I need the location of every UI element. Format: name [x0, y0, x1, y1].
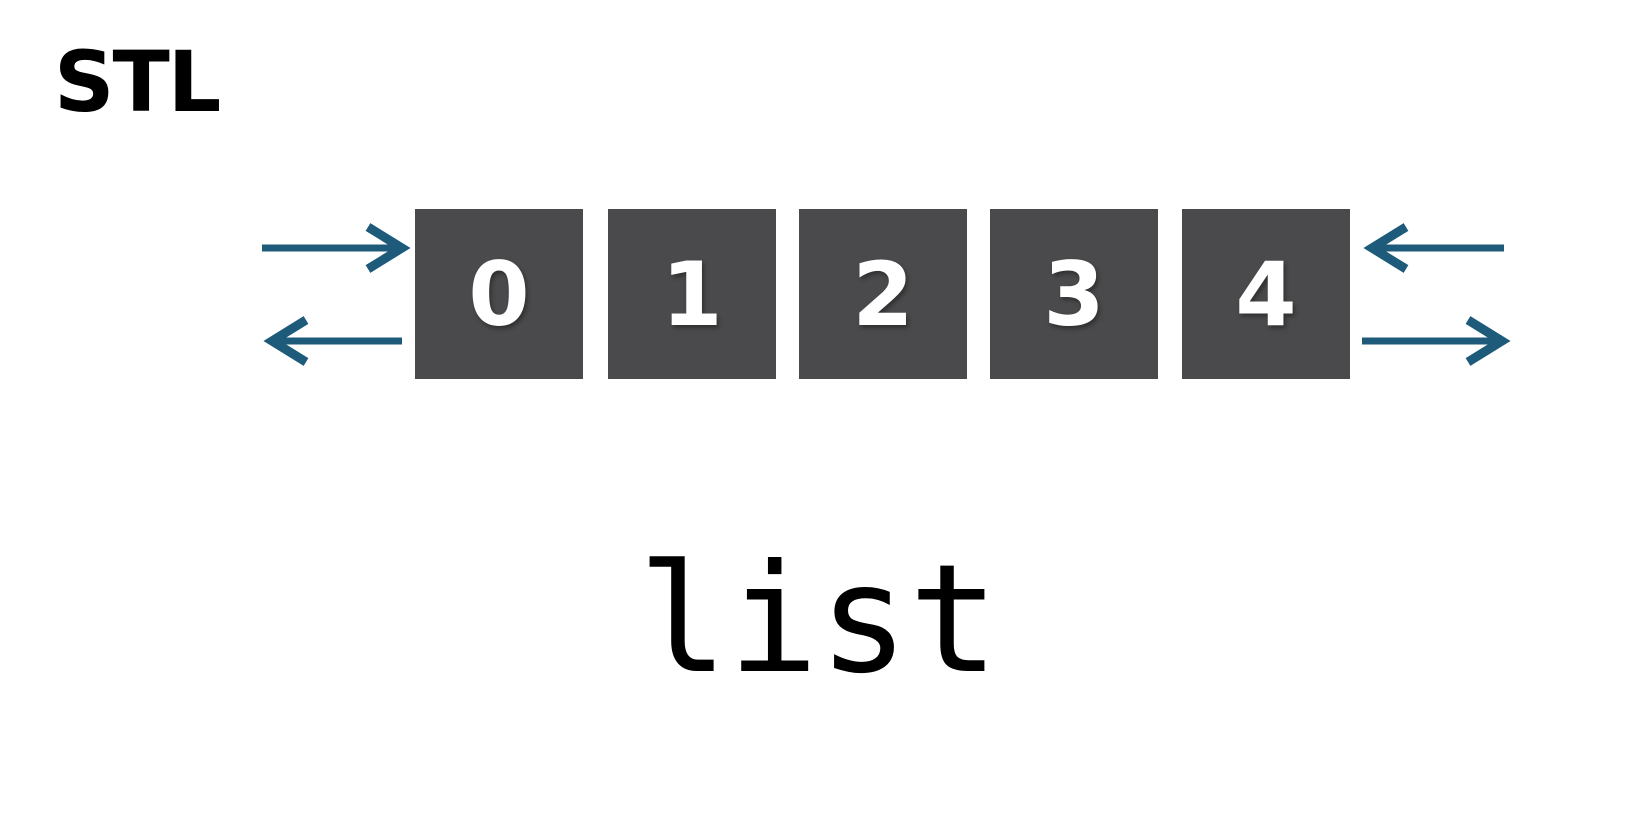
list-cell-0: 0 [415, 209, 583, 379]
list-cells: 0 1 2 3 4 [415, 209, 1355, 379]
list-cell-4: 4 [1182, 209, 1350, 379]
left-pop-arrow-icon [263, 316, 402, 366]
cell-label: 4 [1235, 242, 1297, 346]
cell-label: 3 [1043, 242, 1105, 346]
right-push-arrow-icon [1363, 223, 1504, 273]
left-push-arrow-icon [262, 223, 411, 273]
list-cell-2: 2 [799, 209, 967, 379]
container-name-label: list [637, 533, 1000, 707]
cell-label: 0 [468, 242, 530, 346]
list-cell-1: 1 [608, 209, 776, 379]
cell-label: 2 [852, 242, 914, 346]
slide-title: STL [54, 33, 221, 131]
list-cell-3: 3 [990, 209, 1158, 379]
right-pop-arrow-icon [1362, 316, 1511, 366]
cell-label: 1 [661, 242, 723, 346]
